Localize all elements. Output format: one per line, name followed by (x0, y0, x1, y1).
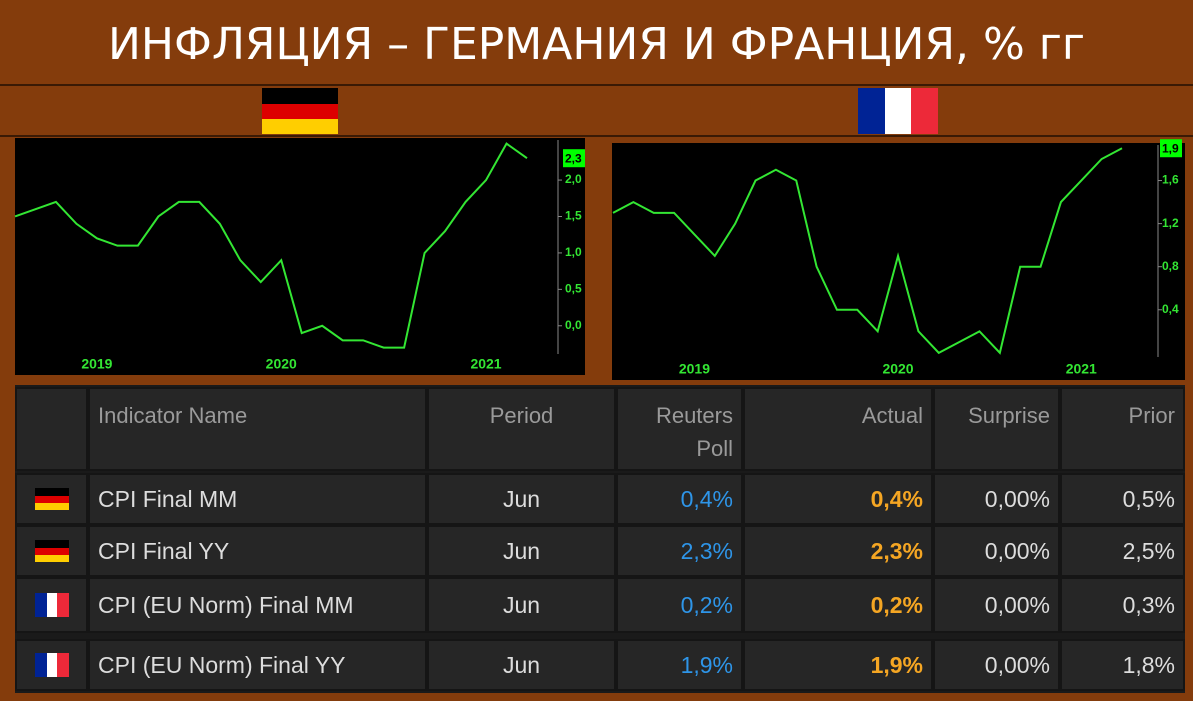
table-cell: Jun (427, 639, 616, 691)
y-tick-label: 1,5 (565, 209, 582, 223)
line (612, 147, 1123, 355)
table-cell: CPI (EU Norm) Final YY (88, 639, 427, 691)
flag-cell (15, 525, 88, 577)
table-cell: 0,5% (1060, 473, 1185, 525)
charts: 0,0 0,5 1,0 1,5 2,0 2019 2020 2021 2,3 0,4 0,8 1,2 1… (14, 138, 1185, 380)
y-tick-label: 0,8 (1162, 259, 1179, 273)
header-cell: Indicator Name (88, 387, 427, 471)
header-cell: Actual (743, 387, 933, 471)
value-label: 2,3 (565, 151, 582, 165)
x-tick-label: 2019 (81, 356, 112, 372)
y-tick-label: 0,0 (565, 318, 582, 332)
header-cell: Surprise (933, 387, 1060, 471)
x-tick-label: 2019 (679, 361, 710, 377)
x-tick-label: 2020 (882, 361, 913, 377)
table-cell: 0,2% (616, 577, 743, 633)
table-cell: 0,3% (1060, 577, 1185, 633)
y-tick-label: 0,5 (565, 282, 582, 296)
table-cell: 0,00% (933, 639, 1060, 691)
table-cell: 1,8% (1060, 639, 1185, 691)
table-cell: 2,3% (616, 525, 743, 577)
line (14, 142, 528, 349)
table-cell: Jun (427, 577, 616, 633)
table-cell: CPI (EU Norm) Final MM (88, 577, 427, 633)
header-cell: Reuters Poll (616, 387, 743, 471)
y-tick-label: 2,0 (565, 172, 582, 186)
value-label-box (1160, 139, 1182, 158)
flag-cell (15, 473, 88, 525)
table-cell: Jun (427, 473, 616, 525)
flag-germany (34, 488, 69, 510)
value-label: 1,9 (1162, 141, 1179, 155)
table-cell: 0,2% (743, 577, 933, 633)
flag-france (858, 88, 938, 134)
flag-row (0, 87, 1193, 137)
header-cell: Prior (1060, 387, 1185, 471)
table-cell: CPI Final YY (88, 525, 427, 577)
table-cell: 0,00% (933, 525, 1060, 577)
flag-france (34, 653, 69, 677)
flag-cell (15, 639, 88, 691)
x-tick-label: 2020 (266, 356, 297, 372)
header-cell (15, 387, 88, 471)
y-tick-label: 1,2 (1162, 216, 1179, 230)
table-cell: 2,5% (1060, 525, 1185, 577)
y-tick-label: 1,0 (565, 245, 582, 259)
y-tick-label: 1,6 (1162, 173, 1179, 187)
flag-france (34, 593, 69, 617)
value-label-box (563, 149, 585, 168)
x-tick-label: 2021 (470, 356, 501, 372)
flag-germany (262, 88, 338, 134)
table-cell: 0,00% (933, 577, 1060, 633)
table-cell: 0,4% (616, 473, 743, 525)
table-cell: 0,4% (743, 473, 933, 525)
header-cell: Period (427, 387, 616, 471)
chart-background (15, 138, 585, 375)
table-cell: 1,9% (743, 639, 933, 691)
table-cell: 1,9% (616, 639, 743, 691)
title: ИНФЛЯЦИЯ – ГЕРМАНИЯ И ФРАНЦИЯ, % гг (0, 0, 1193, 86)
table-cell: 2,3% (743, 525, 933, 577)
table: Indicator Name Period Reuters Poll Actual Su… (15, 385, 1185, 693)
x-tick-label: 2021 (1066, 361, 1097, 377)
chart-background (612, 143, 1185, 380)
table-cell: Jun (427, 525, 616, 577)
table-cell: CPI Final MM (88, 473, 427, 525)
flag-cell (15, 577, 88, 633)
y-tick-label: 0,4 (1162, 302, 1179, 316)
table-cell: 0,00% (933, 473, 1060, 525)
flag-germany (34, 540, 69, 562)
